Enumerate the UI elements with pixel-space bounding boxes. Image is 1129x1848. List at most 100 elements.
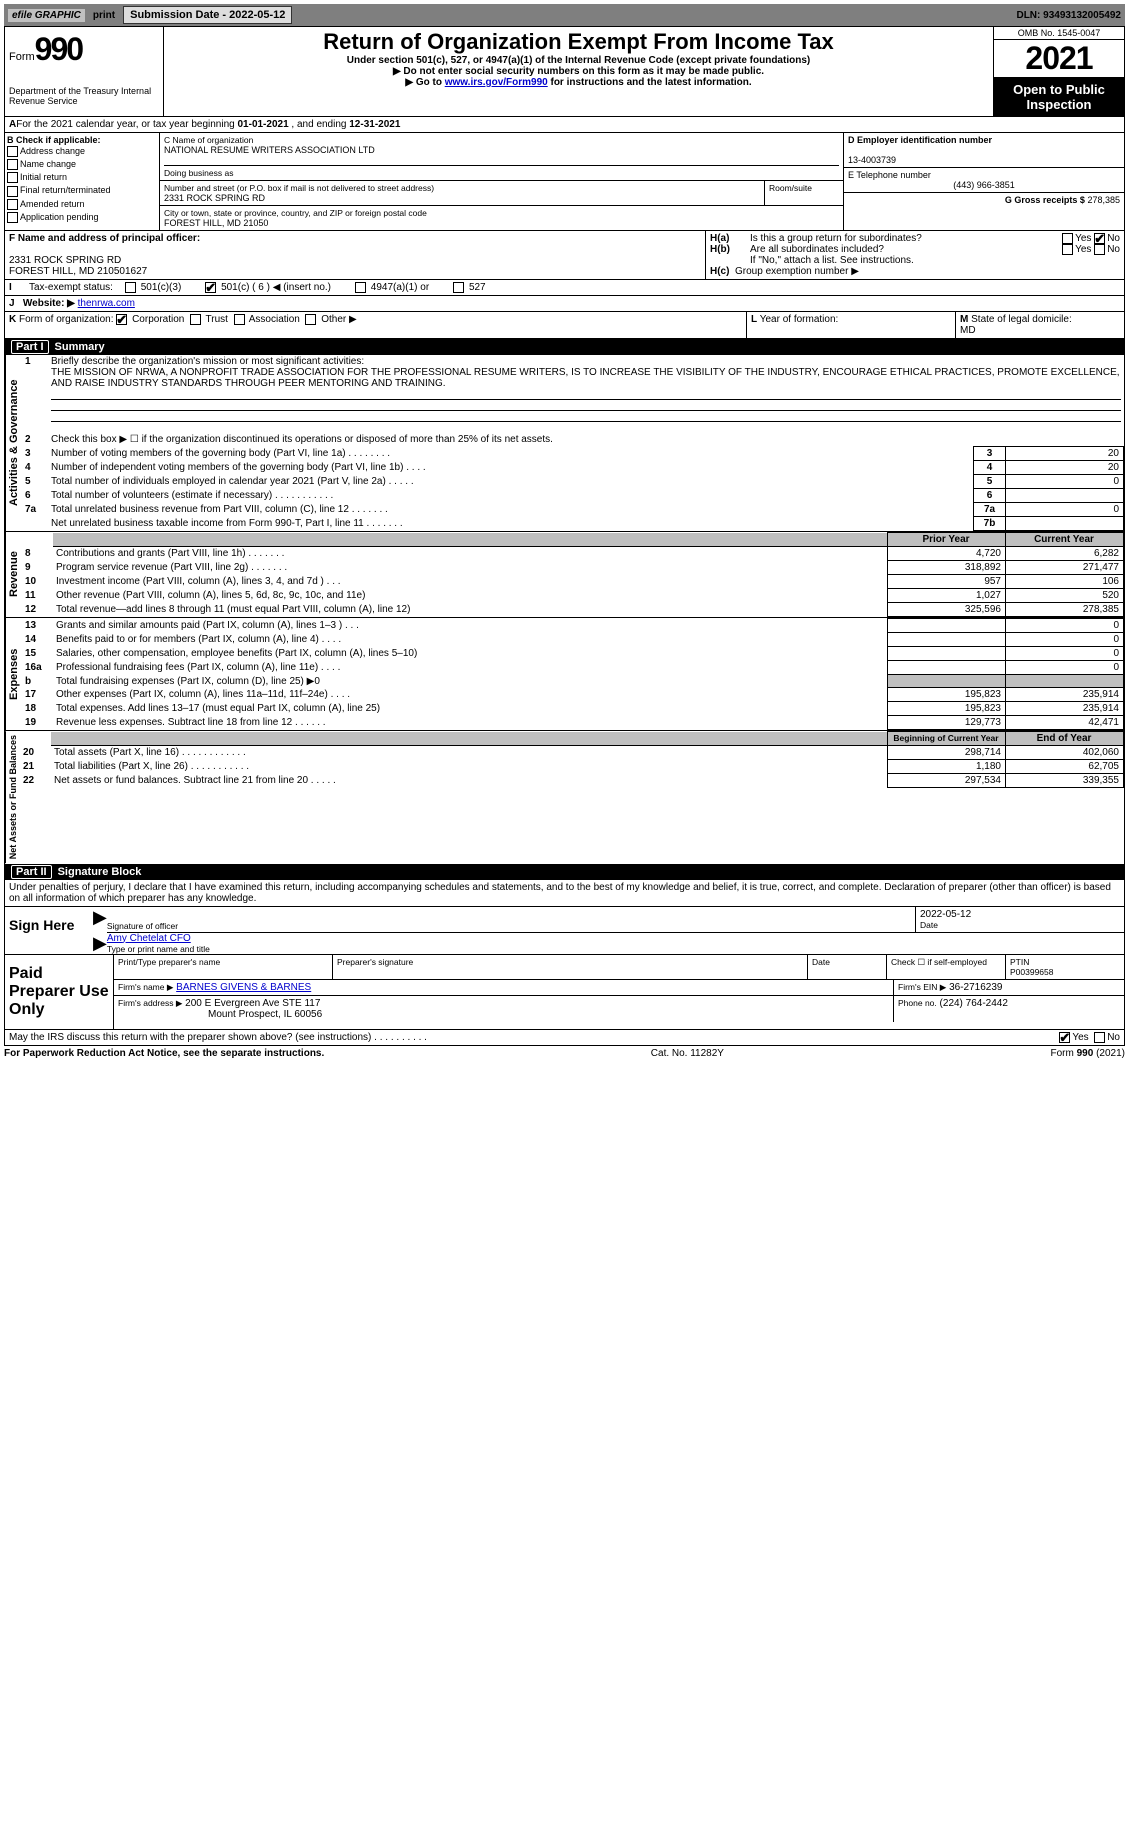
goto-post: for instructions and the latest informat… — [548, 77, 752, 88]
street-label: Number and street (or P.O. box if mail i… — [164, 183, 760, 193]
section-c: C Name of organization NATIONAL RESUME W… — [160, 133, 843, 230]
form-990: 990 — [35, 31, 82, 67]
subtitle-1: Under section 501(c), 527, or 4947(a)(1)… — [168, 55, 989, 66]
l-label: Year of formation: — [760, 314, 839, 325]
type-name-label: Type or print name and title — [107, 944, 1124, 954]
org-name: NATIONAL RESUME WRITERS ASSOCIATION LTD — [164, 145, 839, 155]
ein: 13-4003739 — [848, 155, 896, 165]
vlabel-expenses: Expenses — [5, 618, 22, 730]
revenue-table: Prior YearCurrent Year 8Contributions an… — [22, 532, 1124, 617]
d-label: D Employer identification number — [848, 135, 992, 145]
ptin-label: PTIN — [1010, 957, 1029, 967]
irs-link[interactable]: www.irs.gov/Form990 — [445, 77, 548, 88]
phone: (443) 966-3851 — [848, 180, 1120, 190]
city: FOREST HILL, MD 21050 — [164, 218, 839, 228]
form-title: Return of Organization Exempt From Incom… — [168, 29, 989, 55]
firm-addr2: Mount Prospect, IL 60056 — [118, 1009, 322, 1020]
date-label: Date — [920, 920, 1120, 930]
form-word: Form — [9, 51, 35, 63]
subtitle-2: ▶ Do not enter social security numbers o… — [168, 66, 989, 77]
vlabel-governance: Activities & Governance — [5, 355, 22, 531]
j-label: Website: ▶ — [23, 298, 75, 309]
m-label: State of legal domicile: — [971, 314, 1072, 325]
firm-ein: 36-2716239 — [949, 982, 1002, 993]
pra-notice: For Paperwork Reduction Act Notice, see … — [4, 1048, 324, 1059]
declaration: Under penalties of perjury, I declare th… — [5, 880, 1124, 907]
line-i: I Tax-exempt status: 501(c)(3) 501(c) ( … — [5, 280, 1124, 296]
a-pre: For the 2021 calendar year, or tax year … — [16, 119, 237, 130]
line-klm: K Form of organization: Corporation Trus… — [5, 312, 1124, 339]
tax-year: 2021 — [994, 40, 1124, 78]
section-b: B Check if applicable: Address change Na… — [5, 133, 160, 230]
c-name-label: C Name of organization — [164, 135, 839, 145]
g-label: G Gross receipts $ — [1005, 195, 1085, 205]
cat-no: Cat. No. 11282Y — [651, 1048, 724, 1059]
submission-date-button[interactable]: Submission Date - 2022-05-12 — [123, 6, 292, 24]
cb-initial[interactable]: Initial return — [7, 171, 157, 184]
vlabel-revenue: Revenue — [5, 532, 22, 617]
col-prior: Prior Year — [888, 533, 1006, 547]
may-discuss: May the IRS discuss this return with the… — [5, 1030, 1124, 1045]
section-f: F Name and address of principal officer:… — [5, 231, 706, 279]
top-bar: efile GRAPHIC print Submission Date - 20… — [4, 4, 1125, 26]
q1-label: Briefly describe the organization's miss… — [51, 356, 364, 367]
form-number-box: Form990 Department of the Treasury Inter… — [5, 27, 164, 116]
q2-text: Check this box ▶ ☐ if the organization d… — [48, 433, 1124, 447]
sign-here-label: Sign Here — [5, 907, 93, 954]
dln-label: DLN: 93493132005492 — [1016, 10, 1121, 21]
firm-name-label: Firm's name ▶ — [118, 982, 173, 992]
firm-phone-label: Phone no. — [898, 998, 937, 1008]
prep-sig-label: Preparer's signature — [333, 955, 808, 979]
officer-name[interactable]: Amy Chetelat CFO — [107, 933, 191, 944]
cb-amended[interactable]: Amended return — [7, 198, 157, 211]
sign-here-block: Sign Here ▶ Signature of officer 2022-05… — [5, 907, 1124, 955]
website-link[interactable]: thenrwa.com — [78, 298, 135, 309]
form-container: Form990 Department of the Treasury Inter… — [4, 26, 1125, 1046]
sig-date: 2022-05-12 — [920, 909, 1120, 920]
vlabel-net: Net Assets or Fund Balances — [5, 731, 20, 863]
m-val: MD — [960, 325, 976, 336]
governance-table: 1 Briefly describe the organization's mi… — [22, 355, 1124, 531]
hc-label: Group exemption number ▶ — [735, 266, 859, 277]
line-a: AFor the 2021 calendar year, or tax year… — [5, 117, 1124, 133]
title-box: Return of Organization Exempt From Incom… — [164, 27, 993, 116]
col-current: Current Year — [1006, 533, 1124, 547]
cb-address[interactable]: Address change — [7, 145, 157, 158]
city-label: City or town, state or province, country… — [164, 208, 839, 218]
cb-final[interactable]: Final return/terminated — [7, 184, 157, 197]
ptin: P00399658 — [1010, 967, 1054, 977]
efile-graphic: efile GRAPHIC — [8, 9, 85, 22]
part1-header: Part ISummary — [5, 339, 1124, 355]
col-end: End of Year — [1006, 732, 1124, 746]
cb-name[interactable]: Name change — [7, 158, 157, 171]
cb-pending[interactable]: Application pending — [7, 211, 157, 224]
net-table: Beginning of Current YearEnd of Year 20T… — [20, 731, 1124, 788]
a-begin: 01-01-2021 — [237, 119, 288, 130]
goto-pre: ▶ Go to — [405, 77, 444, 88]
paid-label: Paid Preparer Use Only — [5, 955, 114, 1029]
section-h: H(a)Is this a group return for subordina… — [706, 231, 1124, 279]
footer: For Paperwork Reduction Act Notice, see … — [4, 1046, 1125, 1059]
firm-name[interactable]: BARNES GIVENS & BARNES — [176, 982, 311, 993]
print-label[interactable]: print — [93, 10, 115, 21]
officer-addr2: FOREST HILL, MD 210501627 — [9, 266, 701, 277]
k-label: Form of organization: — [19, 315, 114, 326]
e-label: E Telephone number — [848, 170, 1120, 180]
firm-phone: (224) 764-2442 — [940, 998, 1008, 1009]
b-header: B Check if applicable: — [7, 135, 101, 145]
firm-ein-label: Firm's EIN ▶ — [898, 982, 946, 992]
paid-preparer-block: Paid Preparer Use Only Print/Type prepar… — [5, 955, 1124, 1030]
omb-number: OMB No. 1545-0047 — [994, 27, 1124, 40]
self-employed: Check ☐ if self-employed — [887, 955, 1006, 979]
gross-receipts: 278,385 — [1087, 195, 1120, 205]
prep-date-label: Date — [808, 955, 887, 979]
expenses-table: 13Grants and similar amounts paid (Part … — [22, 618, 1124, 730]
mission-text: THE MISSION OF NRWA, A NONPROFIT TRADE A… — [51, 367, 1120, 389]
dba-label: Doing business as — [164, 165, 839, 178]
a-mid: , and ending — [289, 119, 350, 130]
a-end: 12-31-2021 — [349, 119, 400, 130]
ha-q: Is this a group return for subordinates? — [750, 233, 1062, 244]
f-label: F Name and address of principal officer: — [9, 233, 200, 244]
street: 2331 ROCK SPRING RD — [164, 193, 760, 203]
hb-q: Are all subordinates included? — [750, 244, 1062, 255]
